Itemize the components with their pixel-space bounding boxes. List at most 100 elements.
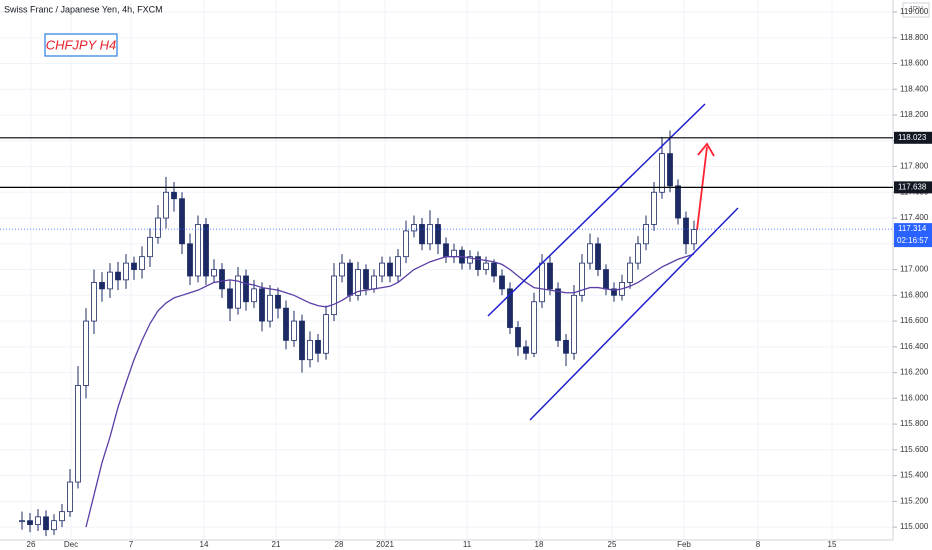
candle-body <box>491 262 497 277</box>
channel-upper[interactable] <box>487 103 706 317</box>
y-tick-label: 115.600 <box>900 445 929 454</box>
candle-body <box>307 339 313 361</box>
arrow-shaft[interactable] <box>696 146 708 231</box>
candle-body <box>571 294 577 354</box>
candle-body <box>531 301 537 354</box>
candle-body <box>99 282 105 290</box>
y-tick-label: 118.800 <box>900 33 929 42</box>
candle-body <box>291 320 297 341</box>
candle-body <box>299 320 305 361</box>
y-tick-label: 116.800 <box>900 290 929 299</box>
x-tick-label: 7 <box>129 540 134 549</box>
candle-body <box>611 288 617 296</box>
candle-body <box>243 275 249 303</box>
candle-body <box>515 327 521 348</box>
candle-body <box>691 229 697 245</box>
candle-body <box>507 288 513 328</box>
x-tick-label: 14 <box>200 540 209 549</box>
channel-lower[interactable] <box>529 207 739 421</box>
countdown: 02:16:57 <box>897 236 929 245</box>
candle-body <box>275 294 281 309</box>
candle-body <box>435 224 441 245</box>
y-tick-label: 119.000 <box>900 7 929 16</box>
x-tick-label: 28 <box>335 540 344 549</box>
x-tick-label: 8 <box>756 540 761 549</box>
price-label: 118.023 <box>898 133 927 142</box>
candle-body <box>395 256 401 277</box>
x-tick-label: 25 <box>608 540 617 549</box>
candle-body <box>171 191 177 200</box>
candle-body <box>443 243 449 258</box>
arrow-head[interactable] <box>697 142 715 157</box>
y-tick-label: 117.400 <box>900 213 929 222</box>
candle-body <box>579 262 585 296</box>
candle-body <box>379 262 385 277</box>
candle-body <box>35 516 41 525</box>
last-price: 117.314 <box>898 224 927 233</box>
candle-body <box>539 262 545 303</box>
x-tick-label: 26 <box>27 540 36 549</box>
candle-body <box>139 256 145 270</box>
annotation-box[interactable] <box>44 33 118 57</box>
candle-body <box>259 288 265 322</box>
candle-body <box>107 271 113 290</box>
y-tick-label: 116.000 <box>900 393 929 402</box>
annotation[interactable]: CHFJPY H4 <box>46 37 117 52</box>
candle-body <box>595 243 601 270</box>
y-tick-label: 117.000 <box>900 265 929 274</box>
last-price-box <box>894 223 932 248</box>
currency-box[interactable] <box>902 2 930 18</box>
y-tick-label: 115.200 <box>900 496 929 505</box>
candle-body <box>19 520 25 523</box>
candle-body <box>483 262 489 270</box>
price-label: 117.638 <box>898 182 927 191</box>
candle-body <box>283 307 289 341</box>
candle-body <box>323 314 329 354</box>
candle-body <box>547 262 553 290</box>
currency[interactable]: JPY <box>909 5 924 14</box>
candle-body <box>219 269 225 290</box>
candle-body <box>659 153 665 193</box>
x-tick-label: 15 <box>828 540 837 549</box>
candle-body <box>563 339 569 354</box>
candle-body <box>603 269 609 290</box>
candle-body <box>347 262 353 296</box>
x-tick-label: Feb <box>677 540 691 549</box>
candle-body <box>43 516 49 531</box>
candle-body <box>267 294 273 322</box>
candle-body <box>179 198 185 245</box>
candle-body <box>339 262 345 277</box>
y-tick-label: 117.800 <box>900 162 929 171</box>
candle-body <box>91 282 97 322</box>
candle-body <box>67 481 73 513</box>
candle-body <box>363 269 369 290</box>
moving-average <box>85 253 695 528</box>
y-tick-label: 115.000 <box>900 522 929 531</box>
candle-body <box>451 249 457 258</box>
candle-body <box>147 236 153 258</box>
candle-body <box>187 243 193 277</box>
candle-body <box>59 511 65 522</box>
y-tick-label: 118.400 <box>900 84 929 93</box>
candle-body <box>667 153 673 187</box>
y-tick-label: 116.200 <box>900 368 929 377</box>
candle-body <box>315 339 321 354</box>
candle-body <box>235 275 241 309</box>
y-tick-label: 118.200 <box>900 110 929 119</box>
candle-body <box>251 288 257 303</box>
candle-body <box>675 185 681 219</box>
x-tick-label: 21 <box>272 540 281 549</box>
candle-body <box>331 275 337 316</box>
candle-body <box>403 230 409 258</box>
candle-body <box>163 191 169 219</box>
candle-body <box>475 256 481 270</box>
candle-body <box>27 520 33 525</box>
x-tick-label: Dec <box>64 540 78 549</box>
chart-title: Swiss Franc / Japanese Yen, 4h, FXCM <box>4 4 163 14</box>
candle-body <box>411 224 417 232</box>
candle-body <box>643 224 649 245</box>
y-tick-label: 115.400 <box>900 471 929 480</box>
candle-body <box>467 256 473 264</box>
candle-body <box>123 262 129 281</box>
